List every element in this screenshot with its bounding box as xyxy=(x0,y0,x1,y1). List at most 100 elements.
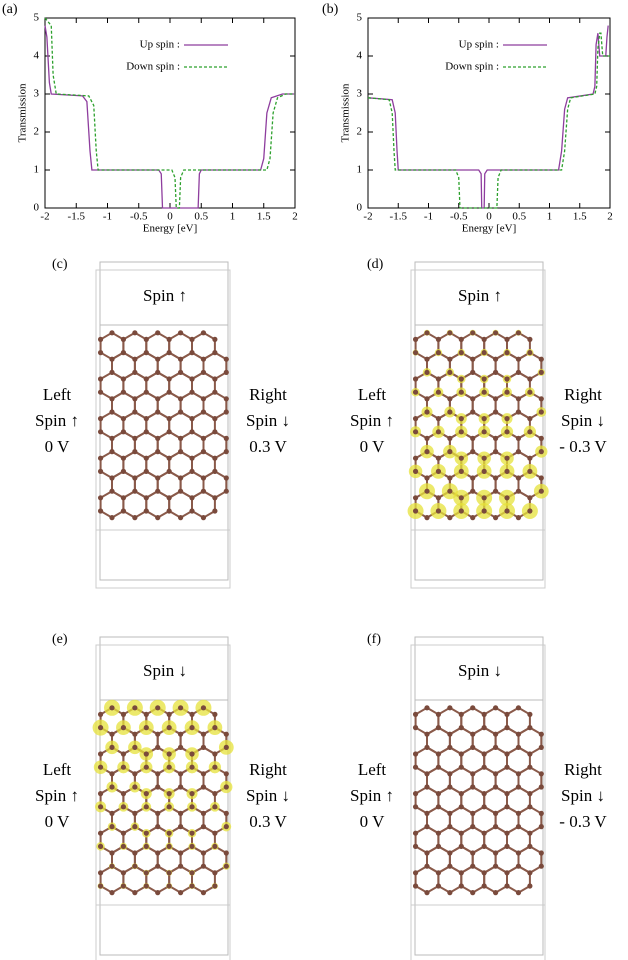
atom xyxy=(436,831,441,836)
left-label: Left xyxy=(358,385,387,404)
atom xyxy=(413,416,418,421)
atom xyxy=(132,732,137,737)
atom xyxy=(424,409,429,414)
atom xyxy=(121,804,126,809)
atom xyxy=(527,870,532,875)
atom xyxy=(482,337,487,342)
right-label: Spin ↓ xyxy=(246,411,290,430)
atom xyxy=(109,330,114,335)
panel-label: (e) xyxy=(52,632,68,647)
right-label: Right xyxy=(249,385,287,404)
atom xyxy=(424,850,429,855)
atom xyxy=(189,712,194,717)
atom xyxy=(167,337,172,342)
atom xyxy=(459,508,464,513)
atom xyxy=(189,429,194,434)
atom xyxy=(504,376,509,381)
x-axis-label: Energy [eV] xyxy=(143,223,197,235)
x-tick-label: -1 xyxy=(103,211,112,223)
atom xyxy=(527,844,532,849)
left-label: Spin ↑ xyxy=(35,786,79,805)
x-tick-label: 0 xyxy=(167,211,173,223)
atom xyxy=(155,409,160,414)
x-tick-label: -1 xyxy=(424,211,433,223)
atom xyxy=(482,429,487,434)
atom xyxy=(413,870,418,875)
atom xyxy=(482,495,487,500)
atom xyxy=(189,804,194,809)
atom xyxy=(459,429,464,434)
atom xyxy=(424,475,429,480)
atom xyxy=(459,883,464,888)
atom xyxy=(109,449,114,454)
atom xyxy=(98,416,103,421)
bond-ring xyxy=(169,491,192,517)
atom xyxy=(167,804,172,809)
atom xyxy=(178,705,183,710)
x-tick-label: -2 xyxy=(40,211,49,223)
atom xyxy=(447,409,452,414)
atom xyxy=(212,337,217,342)
atom xyxy=(527,831,532,836)
atom xyxy=(424,396,429,401)
atom xyxy=(212,844,217,849)
atom xyxy=(539,850,544,855)
atom xyxy=(144,712,149,717)
atom xyxy=(516,705,521,710)
atom xyxy=(482,416,487,421)
atom xyxy=(144,883,149,888)
spin-label: Spin ↓ xyxy=(143,661,187,680)
right-label: 0.3 V xyxy=(249,812,287,831)
atom xyxy=(144,765,149,770)
atom xyxy=(447,864,452,869)
series-line xyxy=(368,33,610,208)
atom xyxy=(178,745,183,750)
atom xyxy=(493,489,498,494)
atom xyxy=(493,745,498,750)
atom xyxy=(459,725,464,730)
atom xyxy=(459,350,464,355)
atom xyxy=(167,765,172,770)
atom xyxy=(436,712,441,717)
atom xyxy=(167,883,172,888)
atom xyxy=(121,495,126,500)
atom xyxy=(447,449,452,454)
spin-label: Spin ↑ xyxy=(458,286,502,305)
atom xyxy=(436,791,441,796)
atom xyxy=(482,844,487,849)
y-tick-label: 5 xyxy=(34,12,40,24)
atom xyxy=(178,436,183,441)
atom xyxy=(144,350,149,355)
atom xyxy=(189,337,194,342)
right-label: Right xyxy=(249,760,287,779)
atom xyxy=(447,811,452,816)
atom xyxy=(539,357,544,362)
atom xyxy=(178,449,183,454)
atom xyxy=(109,850,114,855)
atom xyxy=(436,495,441,500)
atom xyxy=(155,489,160,494)
atom xyxy=(459,870,464,875)
atom xyxy=(470,745,475,750)
atom xyxy=(504,804,509,809)
atom xyxy=(189,390,194,395)
atom xyxy=(144,416,149,421)
panel-label: (b) xyxy=(322,2,339,17)
atom xyxy=(516,515,521,520)
atom xyxy=(504,337,509,342)
atom xyxy=(470,771,475,776)
atom xyxy=(447,850,452,855)
atom xyxy=(459,712,464,717)
atom xyxy=(144,508,149,513)
atom xyxy=(155,475,160,480)
atom xyxy=(155,449,160,454)
right-label: - 0.3 V xyxy=(559,812,607,831)
atom xyxy=(516,489,521,494)
atom xyxy=(121,350,126,355)
atom xyxy=(132,489,137,494)
atom xyxy=(516,771,521,776)
atom xyxy=(167,390,172,395)
atom xyxy=(178,515,183,520)
x-tick-label: 1.5 xyxy=(573,211,587,223)
